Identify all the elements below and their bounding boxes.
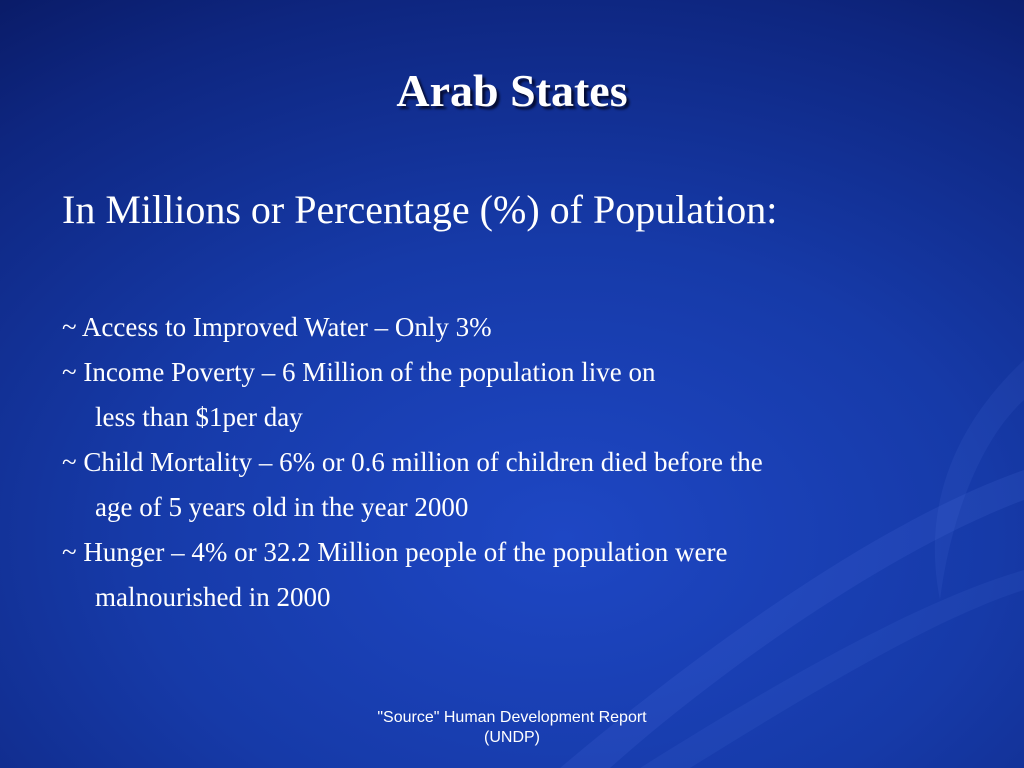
bullet-item-income-poverty: ~ Income Poverty – 6 Million of the popu… — [62, 353, 982, 443]
source-footer-line: "Source" Human Development Report — [377, 709, 647, 726]
bullet-line-continuation: less than $1per day — [95, 402, 303, 432]
slide-subtitle: In Millions or Percentage (%) of Populat… — [62, 187, 778, 232]
slide-title: Arab States — [396, 65, 628, 116]
bullet-item-child-mortality: ~ Child Mortality – 6% or 0.6 million of… — [62, 443, 982, 533]
source-footer-line: (UNDP) — [484, 729, 540, 746]
bullet-line: ~ Child Mortality – 6% or 0.6 million of… — [62, 447, 763, 477]
bullet-line-continuation: malnourished in 2000 — [95, 582, 331, 612]
bullet-line: ~ Income Poverty – 6 Million of the popu… — [62, 357, 656, 387]
bullet-list: ~ Access to Improved Water – Only 3% ~ I… — [62, 308, 982, 623]
bullet-line-continuation: age of 5 years old in the year 2000 — [95, 492, 469, 522]
bullet-line: ~ Hunger – 4% or 32.2 Million people of … — [62, 537, 728, 567]
source-footer: "Source" Human Development Report (UNDP) — [332, 708, 692, 748]
bullet-item-water: ~ Access to Improved Water – Only 3% — [62, 308, 982, 353]
bullet-item-hunger: ~ Hunger – 4% or 32.2 Million people of … — [62, 533, 982, 623]
bullet-line: ~ Access to Improved Water – Only 3% — [62, 312, 492, 342]
